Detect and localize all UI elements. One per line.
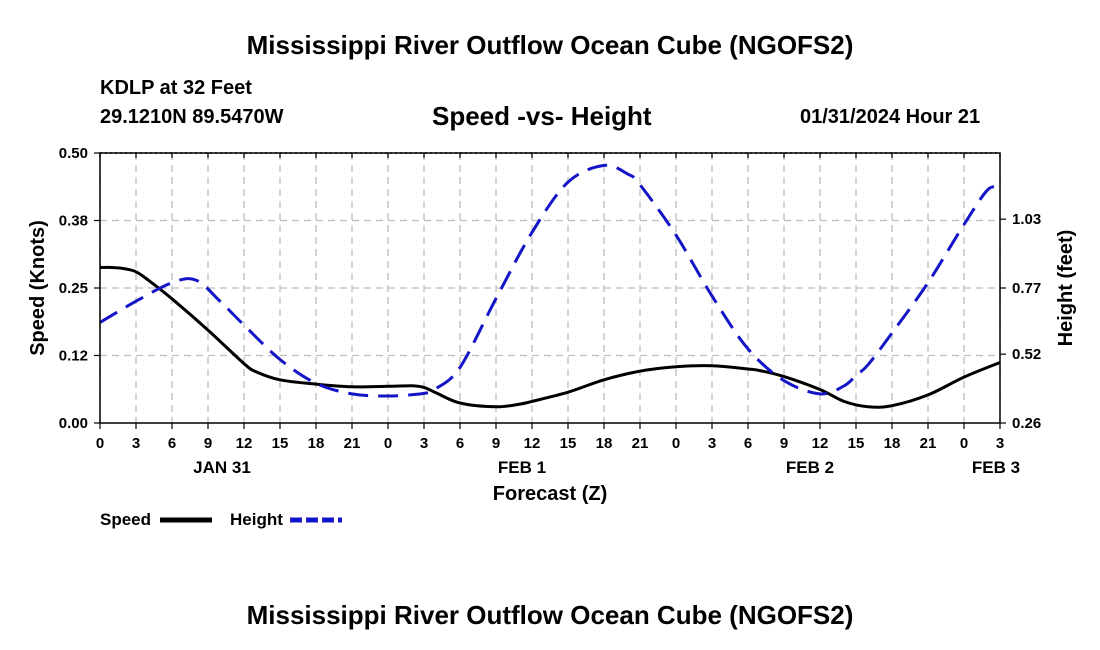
y2-tick-label: 0.77: [1012, 280, 1041, 297]
series-layer: [99, 163, 1001, 409]
x-tick-label: 0: [672, 435, 680, 452]
x-tick-label: 18: [884, 435, 901, 452]
x-axis-label: Forecast (Z): [493, 483, 607, 505]
x-tick-label: 9: [204, 435, 212, 452]
x-tick-label: 3: [420, 435, 428, 452]
day-label: JAN 31: [193, 458, 251, 477]
x-tick-label: 0: [96, 435, 104, 452]
x-tick-label: 12: [812, 435, 829, 452]
day-label: FEB 1: [498, 458, 546, 477]
x-tick-label: 18: [596, 435, 613, 452]
x-tick-label: 0: [960, 435, 968, 452]
x-tick-label: 3: [708, 435, 716, 452]
series-speed-line: [99, 265, 1001, 409]
y-tick-label: 0.00: [59, 415, 88, 432]
series-height-line: [99, 163, 1001, 398]
x-tick-label: 15: [560, 435, 577, 452]
chart-subtitle: Speed -vs- Height: [432, 101, 652, 131]
x-tick-label: 21: [632, 435, 649, 452]
day-label: FEB 3: [972, 458, 1020, 477]
x-tick-label: 6: [168, 435, 176, 452]
y2-tick-label: 1.03: [1012, 211, 1041, 228]
x-tick-label: 6: [744, 435, 752, 452]
y-tick-label: 0.12: [59, 348, 88, 365]
x-tick-label: 9: [780, 435, 788, 452]
x-tick-label: 9: [492, 435, 500, 452]
forecast-datetime: 01/31/2024 Hour 21: [800, 106, 981, 128]
x-tick-label: 21: [344, 435, 361, 452]
y-tick-label: 0.50: [59, 145, 88, 162]
station-coordinates: 29.1210N 89.5470W: [100, 106, 284, 128]
grid-layer: [99, 153, 1001, 423]
x-tick-label: 0: [384, 435, 392, 452]
x-tick-label: 12: [524, 435, 541, 452]
y-axis-label: Speed (Knots): [27, 220, 49, 356]
x-tick-label: 6: [456, 435, 464, 452]
x-tick-label: 3: [996, 435, 1004, 452]
y2-tick-label: 0.26: [1012, 415, 1041, 432]
y2-axis-label: Height (feet): [1055, 230, 1077, 347]
x-tick-label: 15: [848, 435, 865, 452]
x-tick-label: 15: [272, 435, 289, 452]
footer-title: Mississippi River Outflow Ocean Cube (NG…: [246, 600, 854, 630]
legend: Speed Height: [100, 510, 342, 529]
legend-label-height: Height: [230, 510, 283, 529]
station-label: KDLP at 32 Feet: [100, 77, 252, 99]
x-tick-label: 3: [132, 435, 140, 452]
y2-tick-label: 0.52: [1012, 346, 1041, 363]
axis-layer: 0 3 6 9 12 15 18 21 0 3 6 9 12 15 18 21 0 3 6 9 12 15 18 21 0 3 0.…: [59, 145, 1041, 477]
day-label: FEB 2: [786, 458, 834, 477]
x-tick-label: 21: [920, 435, 937, 452]
x-tick-label: 18: [308, 435, 325, 452]
chart-title: Mississippi River Outflow Ocean Cube (NG…: [246, 30, 854, 60]
y-tick-label: 0.38: [59, 213, 88, 230]
legend-label-speed: Speed: [100, 510, 151, 529]
x-tick-label: 12: [236, 435, 253, 452]
y-tick-label: 0.25: [59, 280, 88, 297]
